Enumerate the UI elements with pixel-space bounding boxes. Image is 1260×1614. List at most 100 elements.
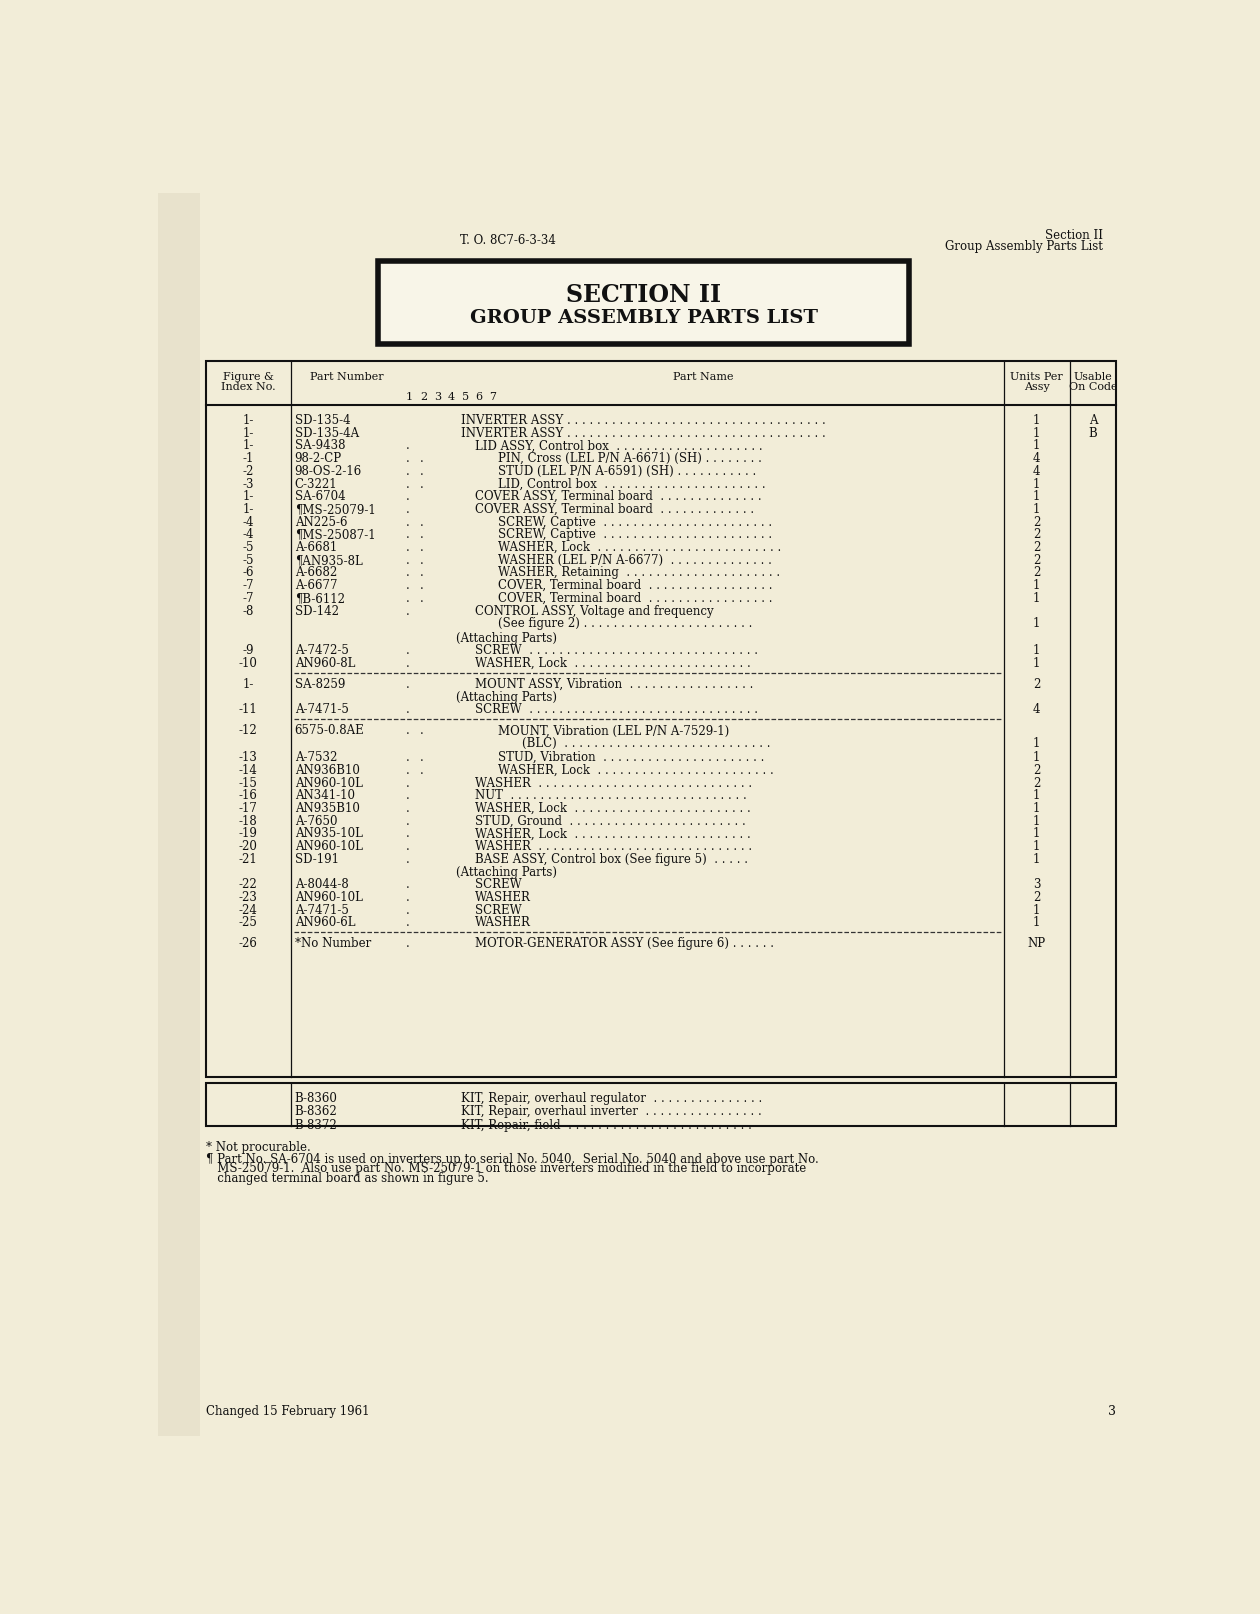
Text: B-8372: B-8372 xyxy=(295,1119,338,1131)
Text: Figure &: Figure & xyxy=(223,373,273,383)
Text: 1: 1 xyxy=(1033,426,1041,439)
Text: SA-6704: SA-6704 xyxy=(295,491,345,504)
Bar xyxy=(205,362,1116,1077)
Text: 2: 2 xyxy=(420,392,427,402)
Bar xyxy=(158,194,200,1436)
Text: (BLC)  . . . . . . . . . . . . . . . . . . . . . . . . . . . .: (BLC) . . . . . . . . . . . . . . . . . … xyxy=(522,736,770,749)
Text: -4: -4 xyxy=(242,528,255,541)
Text: .: . xyxy=(421,528,423,541)
Text: 1-: 1- xyxy=(242,413,253,426)
Text: .: . xyxy=(406,852,410,865)
Text: .: . xyxy=(406,452,410,465)
Text: .: . xyxy=(406,465,410,478)
Text: 1-: 1- xyxy=(242,426,253,439)
Text: ¶B-6112: ¶B-6112 xyxy=(295,591,345,605)
Text: 1: 1 xyxy=(1033,826,1041,839)
Text: 2: 2 xyxy=(1033,554,1041,567)
Text: SD-135-4: SD-135-4 xyxy=(295,413,350,426)
Text: 1-: 1- xyxy=(242,502,253,515)
Text: A-6682: A-6682 xyxy=(295,567,336,579)
Text: PIN, Cross (LEL P/N A-6671) (SH) . . . . . . . .: PIN, Cross (LEL P/N A-6671) (SH) . . . .… xyxy=(499,452,762,465)
Text: A-7650: A-7650 xyxy=(295,813,338,828)
Text: 4: 4 xyxy=(1033,452,1041,465)
Text: 6575-0.8AE: 6575-0.8AE xyxy=(295,723,364,738)
Text: -2: -2 xyxy=(242,465,253,478)
Text: -7: -7 xyxy=(242,591,255,605)
Text: .: . xyxy=(406,702,410,717)
Text: 1: 1 xyxy=(1033,579,1041,592)
Text: SCREW  . . . . . . . . . . . . . . . . . . . . . . . . . . . . . . .: SCREW . . . . . . . . . . . . . . . . . … xyxy=(475,702,759,717)
Text: .: . xyxy=(421,591,423,605)
Text: 1: 1 xyxy=(1033,657,1041,670)
Text: Units Per: Units Per xyxy=(1011,373,1063,383)
Text: .: . xyxy=(406,528,410,541)
Text: .: . xyxy=(421,554,423,567)
Text: SD-191: SD-191 xyxy=(295,852,339,865)
Text: -11: -11 xyxy=(239,702,257,717)
Text: 1: 1 xyxy=(1033,644,1041,657)
Text: 1: 1 xyxy=(1033,904,1041,917)
Text: WASHER  . . . . . . . . . . . . . . . . . . . . . . . . . . . . .: WASHER . . . . . . . . . . . . . . . . .… xyxy=(475,839,752,852)
Text: .: . xyxy=(421,723,423,738)
Text: A-7471-5: A-7471-5 xyxy=(295,702,349,717)
Text: 1: 1 xyxy=(1033,852,1041,865)
Text: Usable: Usable xyxy=(1074,373,1113,383)
Text: 1-: 1- xyxy=(242,491,253,504)
Text: 1: 1 xyxy=(1033,439,1041,452)
Text: AN960-8L: AN960-8L xyxy=(295,657,355,670)
Bar xyxy=(205,1083,1116,1127)
Text: -16: -16 xyxy=(238,789,257,802)
Text: .: . xyxy=(406,478,410,491)
Text: WASHER: WASHER xyxy=(475,891,532,904)
Text: 5: 5 xyxy=(461,392,469,402)
Text: .: . xyxy=(406,502,410,515)
Text: A-7472-5: A-7472-5 xyxy=(295,644,349,657)
Text: -5: -5 xyxy=(242,554,255,567)
Text: COVER, Terminal board  . . . . . . . . . . . . . . . . .: COVER, Terminal board . . . . . . . . . … xyxy=(499,591,772,605)
Text: (Attaching Parts): (Attaching Parts) xyxy=(456,865,557,878)
Text: 1: 1 xyxy=(1033,751,1041,763)
Text: 4: 4 xyxy=(1033,465,1041,478)
Text: 2: 2 xyxy=(1033,776,1041,789)
Text: .: . xyxy=(406,723,410,738)
Text: KIT, Repair, overhaul regulator  . . . . . . . . . . . . . . .: KIT, Repair, overhaul regulator . . . . … xyxy=(461,1091,762,1104)
Text: WASHER, Retaining  . . . . . . . . . . . . . . . . . . . . .: WASHER, Retaining . . . . . . . . . . . … xyxy=(499,567,781,579)
Text: -8: -8 xyxy=(242,604,253,617)
Text: -7: -7 xyxy=(242,579,255,592)
Text: 2: 2 xyxy=(1033,567,1041,579)
Text: * Not procurable.: * Not procurable. xyxy=(205,1139,310,1152)
Text: 1: 1 xyxy=(1033,813,1041,828)
Text: 1: 1 xyxy=(1033,802,1041,815)
Text: LID, Control box  . . . . . . . . . . . . . . . . . . . . . .: LID, Control box . . . . . . . . . . . .… xyxy=(499,478,766,491)
Text: Index No.: Index No. xyxy=(220,381,276,392)
Text: A-7532: A-7532 xyxy=(295,751,338,763)
Text: Section II: Section II xyxy=(1045,229,1102,242)
Text: .: . xyxy=(406,579,410,592)
Text: Assy: Assy xyxy=(1024,381,1050,392)
Text: SCREW: SCREW xyxy=(475,904,522,917)
Text: 3: 3 xyxy=(1109,1404,1116,1417)
Text: WASHER, Lock  . . . . . . . . . . . . . . . . . . . . . . . .: WASHER, Lock . . . . . . . . . . . . . .… xyxy=(475,802,751,815)
Text: .: . xyxy=(406,813,410,828)
Text: NP: NP xyxy=(1028,936,1046,949)
Text: 1-: 1- xyxy=(242,439,253,452)
Text: 1: 1 xyxy=(1033,839,1041,852)
Text: AN935B10: AN935B10 xyxy=(295,802,359,815)
Text: 98-OS-2-16: 98-OS-2-16 xyxy=(295,465,362,478)
Text: .: . xyxy=(406,439,410,452)
Text: MOUNT, Vibration (LEL P/N A-7529-1): MOUNT, Vibration (LEL P/N A-7529-1) xyxy=(499,723,730,738)
Text: -20: -20 xyxy=(238,839,257,852)
Text: WASHER, Lock  . . . . . . . . . . . . . . . . . . . . . . . .: WASHER, Lock . . . . . . . . . . . . . .… xyxy=(475,826,751,839)
Text: 1: 1 xyxy=(1033,915,1041,928)
Text: -24: -24 xyxy=(238,904,257,917)
Text: WASHER: WASHER xyxy=(475,915,532,928)
Text: ¶ Part No. SA-6704 is used on inverters up to serial No. 5040.  Serial No. 5040 : ¶ Part No. SA-6704 is used on inverters … xyxy=(205,1152,818,1165)
Text: -17: -17 xyxy=(238,802,257,815)
Text: ¶MS-25087-1: ¶MS-25087-1 xyxy=(295,528,375,541)
Text: AN936B10: AN936B10 xyxy=(295,763,359,776)
Text: .: . xyxy=(406,491,410,504)
Text: 1: 1 xyxy=(1033,789,1041,802)
Text: .: . xyxy=(406,891,410,904)
Text: Changed 15 February 1961: Changed 15 February 1961 xyxy=(205,1404,369,1417)
Text: .: . xyxy=(406,789,410,802)
